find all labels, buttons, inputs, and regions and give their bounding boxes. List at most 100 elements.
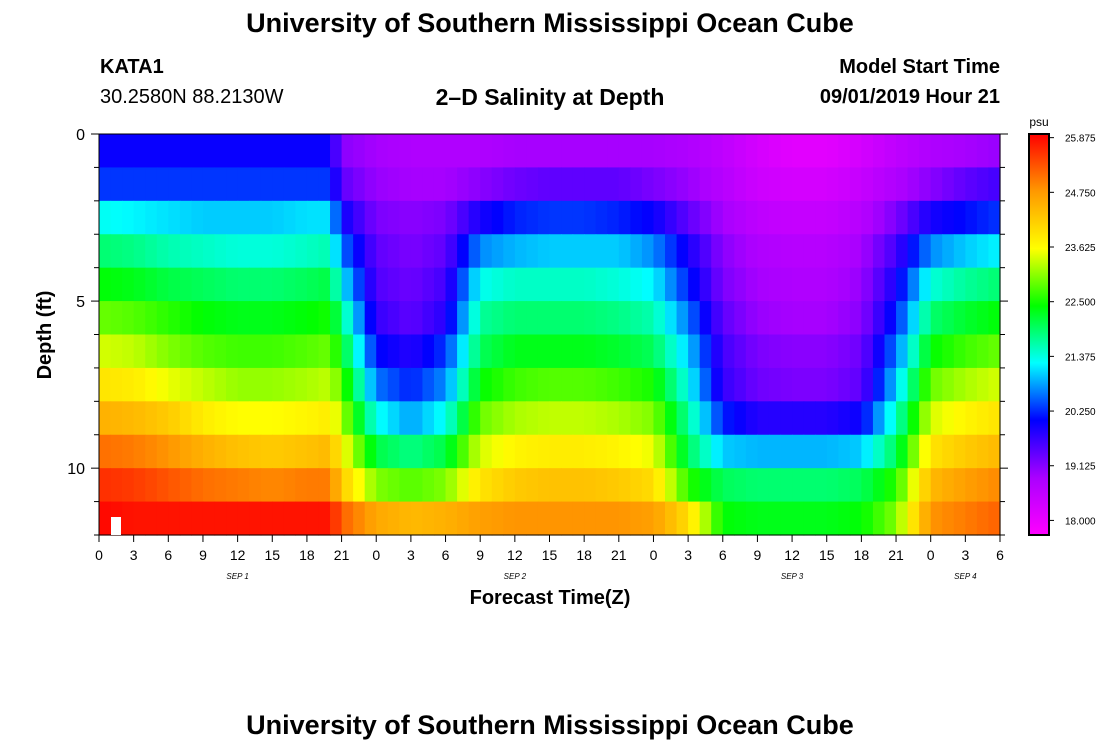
heatmap-cell [168,200,181,235]
heatmap-cell [549,401,562,436]
heatmap-cell [549,501,562,536]
heatmap-cell [780,301,793,336]
heatmap-cell [653,267,666,302]
heatmap-cell [237,267,250,302]
heatmap-cell [272,434,285,469]
heatmap-cell [884,167,897,202]
heatmap-cell [122,501,135,536]
heatmap-cell [364,301,377,336]
colorbar-label: 22.500 [1065,298,1096,309]
heatmap-cell [249,134,262,169]
heatmap-cell [514,200,527,235]
heatmap-cell [503,134,516,169]
heatmap-cell [872,367,886,402]
heatmap-cell [341,401,354,436]
heatmap-cell [953,301,966,336]
heatmap-cell [607,434,620,469]
heatmap-cell [537,334,551,369]
heatmap-cell [376,334,389,369]
heatmap-cell [364,334,377,369]
heatmap-cell [156,267,169,302]
heatmap-cell [237,401,250,436]
heatmap-cell [757,200,770,235]
heatmap-cell [480,267,493,302]
heatmap-cell [526,200,539,235]
heatmap-cell [283,334,296,369]
heatmap-cell [122,434,135,469]
heatmap-cell [630,434,643,469]
heatmap-cell [445,134,458,169]
heatmap-cell [849,367,862,402]
heatmap-cell [237,234,250,269]
heatmap-cell [976,234,990,269]
heatmap-cell [179,434,193,469]
model-start-value: 09/01/2019 Hour 21 [819,86,1000,108]
heatmap-cell [549,200,562,235]
heatmap-cell [641,167,655,202]
heatmap-cell [364,434,377,469]
heatmap-cell [99,200,112,235]
heatmap-cell [133,468,146,503]
heatmap-cell [191,501,204,536]
x-tick-label: 6 [996,547,1004,563]
x-tick-label: 0 [650,547,658,563]
heatmap-cell [376,267,389,302]
heatmap-cell [838,134,851,169]
heatmap-cell [768,434,782,469]
heatmap-cell [226,301,239,336]
heatmap-cell [191,200,204,235]
heatmap-cell [618,401,631,436]
heatmap-cell [595,234,608,269]
heatmap-cell [503,234,516,269]
heatmap-cell [237,134,250,169]
heatmap-cell [399,367,412,402]
heatmap-cell [665,401,678,436]
heatmap-cell [272,200,285,235]
heatmap-cell [803,200,816,235]
heatmap-cell [99,267,112,302]
heatmap-cell [503,367,516,402]
heatmap-cell [745,367,759,402]
heatmap-cell [745,234,759,269]
x-tick-label: 3 [130,547,138,563]
heatmap-cell [584,367,597,402]
heatmap-cell [226,167,239,202]
heatmap-cell [272,501,285,536]
heatmap-cell [826,367,839,402]
heatmap-cell [861,367,874,402]
heatmap-cell [757,501,770,536]
heatmap-cell [283,501,296,536]
heatmap-cell [283,234,296,269]
heatmap-cell [133,367,146,402]
heatmap-cell [757,468,770,503]
heatmap-cell [237,167,250,202]
heatmap-cell [376,501,389,536]
heatmap-cell [872,501,886,536]
heatmap-cell [826,334,839,369]
heatmap-cell [537,234,551,269]
heatmap-cell [838,501,851,536]
heatmap-cell [965,301,978,336]
x-tick-label: 9 [754,547,762,563]
heatmap-cell [618,434,631,469]
heatmap-cell [318,267,331,302]
heatmap-cell [491,501,504,536]
colorbar: psu 25.875 24.750 23.625 22.500 21.375 20.250 1… [1028,115,1096,536]
heatmap-cell [422,367,435,402]
heatmap-cell [896,301,909,336]
heatmap-cell [907,134,920,169]
heatmap-cell [480,200,493,235]
heatmap-cell [815,334,828,369]
heatmap-cell [468,334,481,369]
heatmap-cell [711,501,724,536]
heatmap-cell [537,301,551,336]
heatmap-cell [838,367,851,402]
heatmap-cell [179,401,193,436]
heatmap-cell [549,468,562,503]
heatmap-cell [780,267,793,302]
heatmap-cell [768,401,782,436]
heatmap-cell [607,167,620,202]
heatmap-cell [919,501,932,536]
heatmap-cell [618,301,631,336]
heatmap-cell [260,367,273,402]
